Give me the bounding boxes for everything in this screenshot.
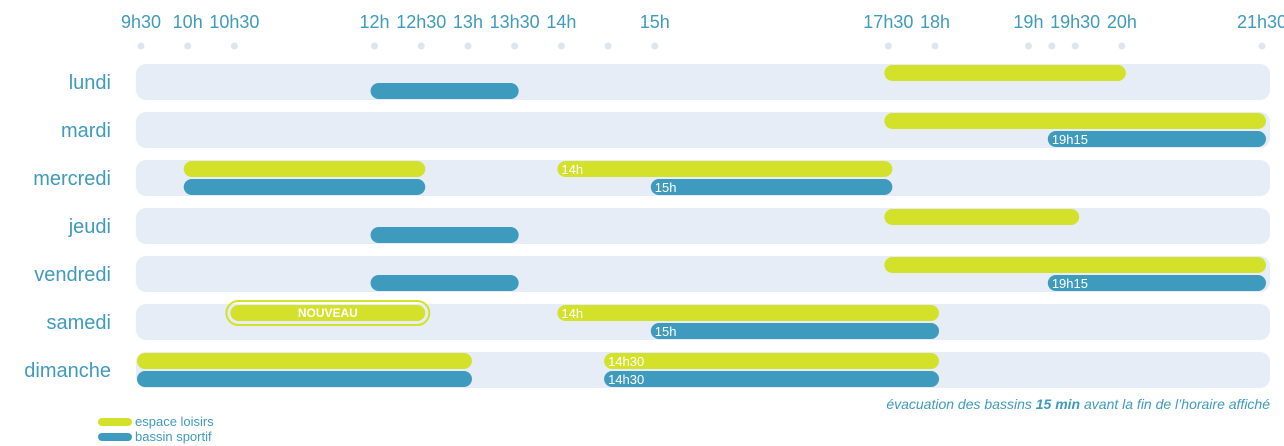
legend-label-bassin-sportif: bassin sportif: [135, 429, 212, 444]
x-tick-dot: [1258, 42, 1266, 50]
x-tick-label: 21h30: [1237, 12, 1284, 32]
day-label: mercredi: [33, 168, 111, 190]
bar-bassin-sportif: [1047, 131, 1266, 147]
bar-start-label: 19h15: [1052, 132, 1088, 147]
x-tick-dot: [511, 42, 519, 50]
new-badge-label: NOUVEAU: [298, 306, 358, 320]
day-label: jeudi: [68, 216, 111, 238]
bar-bassin-sportif: [370, 275, 519, 291]
x-tick-label: 19h30: [1050, 12, 1100, 32]
x-tick-dot: [230, 42, 238, 50]
bar-start-label: 14h30: [608, 354, 644, 369]
x-tick-label: 12h30: [396, 12, 446, 32]
bar-espace-loisirs: [884, 65, 1126, 81]
x-tick-label: 13h: [453, 12, 483, 32]
bar-espace-loisirs: [557, 161, 893, 177]
bar-espace-loisirs: [604, 353, 940, 369]
x-tick-label: 10h: [173, 12, 203, 32]
bar-espace-loisirs: [884, 257, 1266, 273]
x-tick-dot: [137, 42, 145, 50]
bar-espace-loisirs: [557, 305, 940, 321]
note-suffix: avant la fin de l’horaire affiché: [1080, 396, 1270, 412]
bar-start-label: 15h: [655, 180, 677, 195]
bar-espace-loisirs: [884, 113, 1266, 129]
x-minor-dot: [604, 42, 612, 50]
x-tick-label: 10h30: [209, 12, 259, 32]
x-tick-label: 9h30: [121, 12, 161, 32]
legend-swatch-bassin-sportif: [98, 432, 132, 441]
x-tick-dot: [371, 42, 379, 50]
bar-bassin-sportif: [370, 227, 519, 243]
bar-start-label: 14h: [561, 306, 583, 321]
x-tick-dot: [464, 42, 472, 50]
bar-bassin-sportif: [1047, 275, 1266, 291]
bar-espace-loisirs: [884, 209, 1080, 225]
note-bold: 15 min: [1035, 396, 1081, 412]
x-tick-dot: [557, 42, 565, 50]
x-tick-label: 12h: [360, 12, 390, 32]
x-minor-dot: [1048, 42, 1056, 50]
x-tick-label: 13h30: [490, 12, 540, 32]
x-tick-label: 19h: [1013, 12, 1043, 32]
legend-swatch-espace-loisirs: [98, 417, 132, 426]
day-label: vendredi: [34, 264, 111, 286]
bar-start-label: 15h: [655, 324, 677, 339]
bar-bassin-sportif: [650, 323, 940, 339]
x-tick-label: 20h: [1107, 12, 1137, 32]
new-bar-outline: [225, 300, 431, 326]
bar-bassin-sportif: [137, 371, 472, 387]
bar-start-label: 14h: [561, 162, 583, 177]
x-tick-label: 14h: [546, 12, 576, 32]
bar-start-label: 19h15: [1052, 276, 1088, 291]
bar-bassin-sportif: [370, 83, 519, 99]
x-tick-dot: [1024, 42, 1032, 50]
x-tick-label: 18h: [920, 12, 950, 32]
day-label: lundi: [69, 72, 111, 94]
x-tick-dot: [1118, 42, 1126, 50]
x-tick-dot: [1071, 42, 1079, 50]
bar-bassin-sportif: [183, 179, 426, 195]
x-tick-dot: [417, 42, 425, 50]
bar-espace-loisirs: [183, 161, 426, 177]
x-tick-dot: [931, 42, 939, 50]
bar-start-label: 14h30: [608, 372, 644, 387]
note-prefix: évacuation des bassins: [886, 396, 1036, 412]
x-tick-dot: [884, 42, 892, 50]
day-row-background: [136, 208, 1270, 244]
evacuation-note: évacuation des bassins 15 min avant la f…: [886, 396, 1270, 412]
day-label: mardi: [61, 120, 111, 142]
x-tick-dot: [651, 42, 659, 50]
legend-item-espace-loisirs: espace loisirs: [98, 414, 214, 429]
bar-bassin-sportif: [604, 371, 940, 387]
bar-bassin-sportif: [650, 179, 893, 195]
bar-espace-loisirs: [230, 305, 426, 321]
x-tick-label: 17h30: [863, 12, 913, 32]
legend-label-espace-loisirs: espace loisirs: [135, 414, 214, 429]
bar-espace-loisirs: [137, 353, 472, 369]
x-tick-label: 15h: [640, 12, 670, 32]
legend-item-bassin-sportif: bassin sportif: [98, 429, 214, 444]
x-tick-dot: [184, 42, 192, 50]
legend: espace loisirs bassin sportif: [98, 414, 214, 444]
day-label: dimanche: [24, 360, 111, 382]
day-label: samedi: [47, 312, 111, 334]
